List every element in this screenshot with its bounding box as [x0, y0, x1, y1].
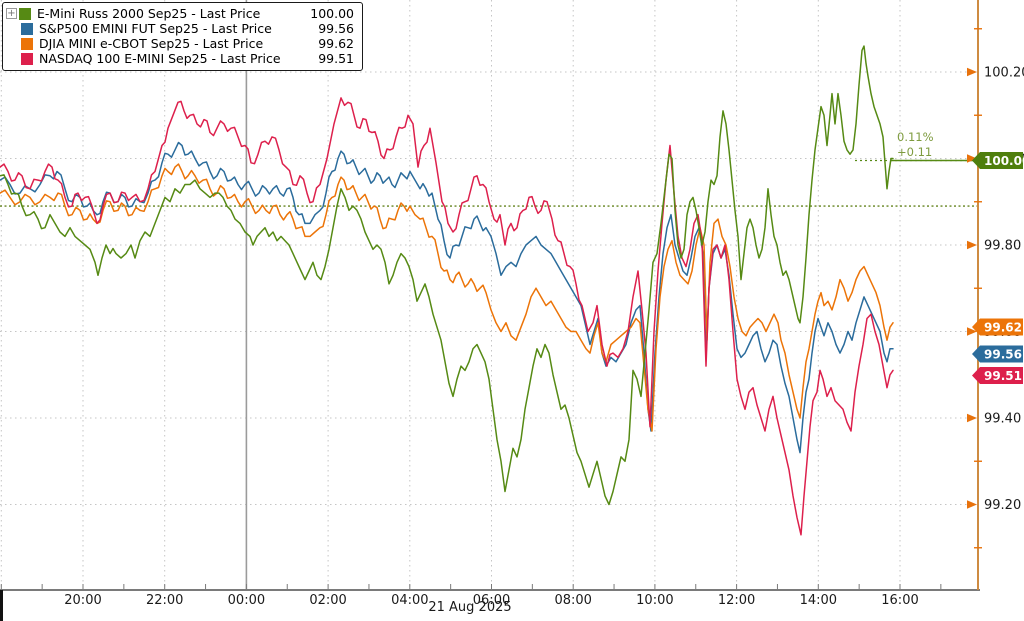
x-axis-label: 14:00 — [800, 593, 837, 608]
last-price-annotation: 0.11% +0.11 — [897, 130, 934, 160]
x-axis-label: 06:00 — [473, 593, 510, 608]
legend-swatch-djia — [21, 37, 33, 50]
y-axis-label: 99.80 — [984, 239, 1021, 254]
price-badge-russell — [972, 152, 1023, 169]
legend-last-price: 99.62 — [318, 36, 354, 51]
price-badge-text: 99.62 — [984, 321, 1022, 335]
legend-item-russell[interactable]: + E-Mini Russ 2000 Sep25 - Last Price 100.… — [6, 6, 358, 21]
annotation-percent: 0.11% — [897, 130, 934, 144]
y-axis-label: 100.20 — [984, 66, 1024, 81]
expand-icon[interactable]: + — [6, 8, 17, 19]
y-axis-tick-arrow — [967, 327, 977, 336]
legend-box[interactable]: + E-Mini Russ 2000 Sep25 - Last Price 100.… — [2, 2, 363, 71]
annotation-change: +0.11 — [897, 145, 933, 159]
legend-icon-spacer — [6, 22, 19, 35]
legend-icon-spacer — [6, 37, 19, 50]
legend-label: E-Mini Russ 2000 Sep25 - Last Price — [37, 6, 261, 21]
legend-swatch-sp500 — [21, 22, 33, 35]
legend-label: DJIA MINI e-CBOT Sep25 - Last Price — [39, 36, 264, 51]
price-badge-text: 100.00 — [984, 154, 1024, 168]
x-axis-label: 22:00 — [146, 593, 183, 608]
price-badge-text: 99.56 — [984, 348, 1022, 362]
y-axis-tick-arrow — [967, 67, 977, 77]
y-axis-tick-arrow — [967, 500, 977, 509]
legend-swatch-nasdaq — [21, 52, 33, 65]
y-axis-tick-arrow — [967, 240, 977, 250]
legend-item-sp500[interactable]: S&P500 EMINI FUT Sep25 - Last Price 99.56 — [6, 21, 358, 36]
legend-swatch-russell — [19, 7, 31, 20]
y-axis-label: 99.20 — [984, 498, 1021, 513]
x-axis-label: 20:00 — [64, 593, 101, 608]
legend-icon-spacer — [6, 52, 19, 65]
price-badge-djia — [972, 318, 1023, 336]
legend-last-price: 100.00 — [310, 6, 354, 21]
series-line-nasdaq[interactable] — [0, 97, 894, 536]
legend-item-nasdaq[interactable]: NASDAQ 100 E-MINI Sep25 - Last Price 99.5… — [6, 51, 358, 66]
legend-last-price: 99.51 — [318, 51, 354, 66]
x-axis-label: 00:00 — [228, 593, 265, 608]
y-axis-tick-arrow — [967, 413, 977, 423]
legend-label: S&P500 EMINI FUT Sep25 - Last Price — [39, 21, 272, 36]
series-line-djia[interactable] — [0, 163, 894, 432]
y-axis-label: 99.40 — [984, 412, 1021, 427]
legend-last-price: 99.56 — [318, 21, 354, 36]
price-badge-nasdaq — [972, 367, 1023, 384]
x-axis-label: 04:00 — [391, 593, 428, 608]
price-badge-text: 99.51 — [984, 369, 1022, 383]
x-axis-label: 12:00 — [718, 593, 755, 608]
x-axis-label: 10:00 — [636, 593, 673, 608]
legend-item-djia[interactable]: DJIA MINI e-CBOT Sep25 - Last Price 99.62 — [6, 36, 358, 51]
x-axis-label: 08:00 — [554, 593, 591, 608]
x-axis-date-label: 21 Aug 2025 — [428, 600, 512, 615]
series-line-russell[interactable] — [0, 45, 894, 506]
y-axis-tick-arrow — [967, 154, 977, 163]
legend-label: NASDAQ 100 E-MINI Sep25 - Last Price — [39, 51, 281, 66]
bottom-left-frame-mark — [0, 590, 3, 621]
x-axis-label: 16:00 — [881, 593, 918, 608]
price-badge-sp500 — [972, 345, 1023, 363]
x-axis-label: 02:00 — [309, 593, 346, 608]
series-line-sp500[interactable] — [0, 141, 894, 454]
